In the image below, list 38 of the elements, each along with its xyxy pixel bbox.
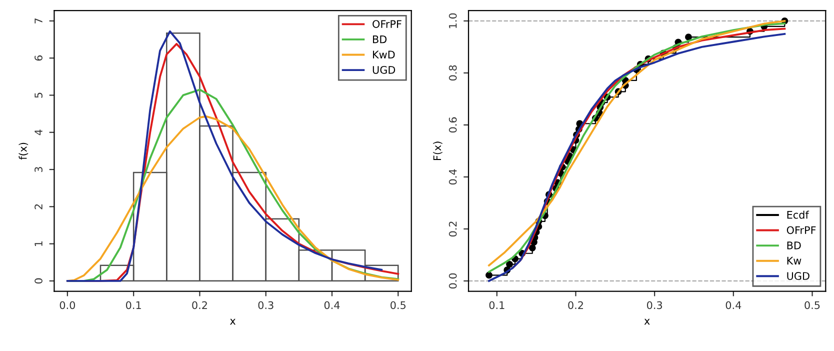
x-axis-title: x — [230, 318, 236, 325]
y-tick-label: 0.2 — [448, 222, 457, 237]
legend-label: KwD — [373, 50, 395, 58]
x-tick-label: 0.2 — [568, 301, 583, 310]
legend-label: BD — [787, 242, 801, 250]
legend-label: OFrPF — [372, 20, 402, 28]
y-tick-label: 3 — [34, 167, 42, 172]
y-tick-label: 7 — [34, 18, 42, 24]
x-tick-label: 0.2 — [192, 301, 207, 310]
legend-label: OFrPF — [786, 226, 816, 234]
x-tick-label: 0.3 — [646, 301, 662, 310]
y-tick-label: 6 — [34, 55, 42, 61]
legend-label: BD — [373, 36, 387, 44]
x-tick-label: 0.4 — [324, 301, 340, 310]
legend-label: UGD — [372, 66, 396, 74]
x-tick-label: 0.5 — [390, 301, 406, 310]
y-tick-label: 4 — [34, 130, 42, 136]
x-tick-label: 0.0 — [60, 301, 76, 310]
legend-label: Ecdf — [787, 210, 810, 219]
y-tick-label: 0.6 — [448, 117, 457, 133]
x-tick-label: 0.3 — [258, 301, 274, 310]
legend-label: Kw — [787, 256, 802, 264]
y-axis-title: F(x) — [433, 142, 442, 160]
y-tick-label: 1 — [34, 241, 42, 246]
x-tick-label: 0.5 — [804, 301, 820, 310]
y-tick-label: 0 — [34, 278, 42, 284]
y-tick-label: 0.0 — [448, 273, 457, 289]
x-axis-title: x — [644, 318, 650, 325]
y-tick-label: 5 — [34, 92, 42, 98]
y-axis-title: f(x) — [18, 142, 28, 160]
x-tick-label: 0.1 — [126, 301, 141, 310]
x-tick-label: 0.1 — [489, 301, 504, 310]
x-tick-label: 0.4 — [726, 301, 742, 310]
y-tick-label: 0.4 — [448, 169, 457, 185]
y-tick-label: 2 — [34, 204, 42, 210]
y-tick-label: 0.8 — [448, 65, 457, 81]
y-tick-label: 1.0 — [448, 13, 457, 28]
legend-label: UGD — [787, 272, 810, 280]
